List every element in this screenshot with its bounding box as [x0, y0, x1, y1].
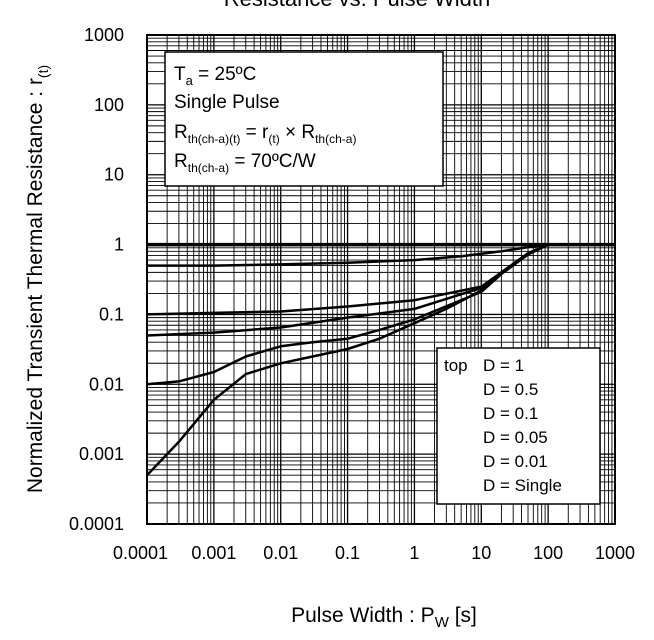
- y-tick-label: 0.1: [99, 304, 124, 324]
- y-axis-title: Normalized Transient Thermal Resistance …: [24, 65, 51, 493]
- condition-single-pulse: Single Pulse: [174, 92, 280, 113]
- y-tick-label: 10: [104, 165, 124, 185]
- legend-entry: D = Single: [483, 476, 562, 495]
- y-tick-label: 0.001: [79, 444, 124, 464]
- legend-entry: D = 0.05: [483, 428, 548, 447]
- x-axis-title: Pulse Width : PW [s]: [291, 604, 477, 631]
- plot-frame: [146, 34, 616, 525]
- y-tick-label: 100: [94, 95, 124, 115]
- x-tick-label: 0.01: [263, 543, 298, 563]
- series-line: [147, 243, 615, 267]
- legend-entry: D = 0.1: [483, 404, 538, 423]
- legend-entries: D = 1 D = 0.5 D = 0.1 D = 0.05 D = 0.01 D = S…: [483, 356, 562, 495]
- y-tick-label: 0.01: [89, 374, 124, 394]
- x-tick-label: 1000: [595, 543, 635, 563]
- y-tick-label: 1: [114, 235, 124, 255]
- x-tick-labels: 0.0001 0.001 0.01 0.1 1 10 100 1000: [113, 543, 635, 563]
- condition-rth-value: Rth(ch-a) = 70ºC/W: [174, 151, 316, 175]
- y-tick-label: 0.0001: [69, 514, 124, 534]
- x-tick-label: 0.1: [335, 543, 360, 563]
- y-tick-labels: 0.0001 0.001 0.01 0.1 1 10 100 1000: [69, 25, 124, 534]
- legend-entry: D = 0.01: [483, 452, 548, 471]
- legend-header: top: [444, 356, 468, 375]
- y-tick-label: 1000: [84, 25, 124, 45]
- x-tick-label: 0.001: [191, 543, 236, 563]
- x-tick-label: 10: [471, 543, 491, 563]
- x-tick-label: 100: [533, 543, 563, 563]
- legend-entry: D = 1: [483, 356, 524, 375]
- x-tick-label: 1: [409, 543, 419, 563]
- series-layer: [146, 242, 615, 477]
- condition-ta: Ta = 25ºC: [174, 64, 256, 88]
- x-tick-label: 0.0001: [113, 543, 168, 563]
- conditions-box: Ta = 25ºC Single Pulse Rth(ch-a)(t) = r(…: [164, 51, 444, 187]
- legend-entry: D = 0.5: [483, 380, 538, 399]
- series-line: [146, 243, 615, 477]
- condition-rth-formula: Rth(ch-a)(t) = r(t) × Rth(ch-a): [174, 122, 356, 146]
- legend: top D = 1D = 0.5D = 0.1D = 0.05D = 0.01D…: [436, 347, 601, 505]
- chart-title: Resistance vs. Pulse Width: [224, 0, 491, 11]
